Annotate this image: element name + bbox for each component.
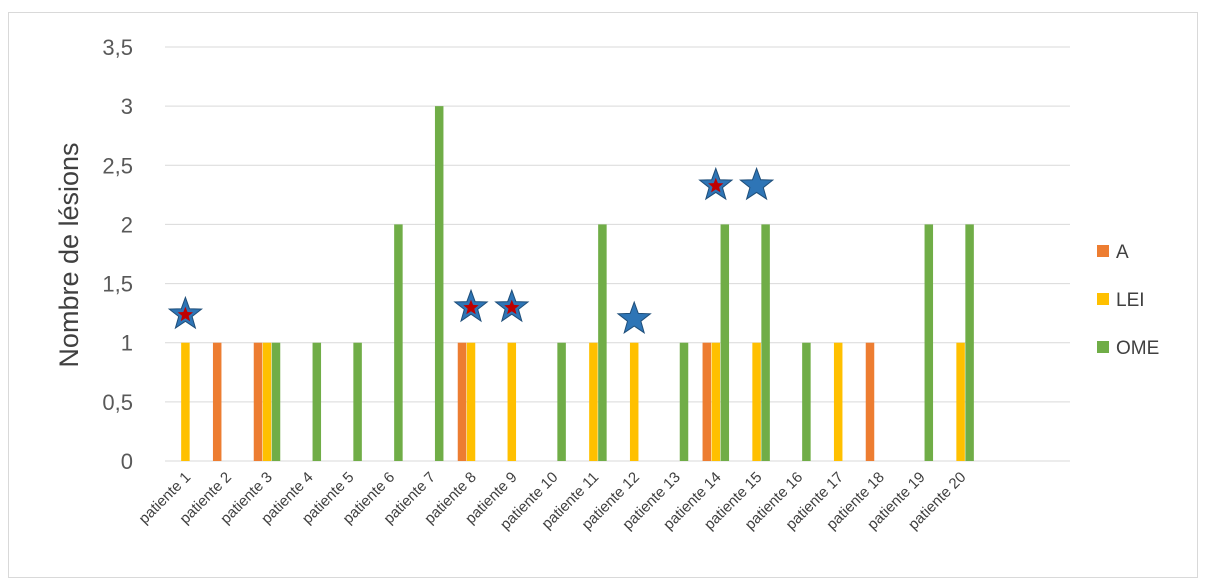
- legend-swatch-lei: [1097, 293, 1109, 305]
- bar-ome-7: [434, 106, 444, 462]
- star-center: [463, 299, 479, 315]
- bar-ome-16: [802, 342, 811, 461]
- bar-ome-14: [720, 224, 730, 461]
- star-center: [708, 177, 724, 193]
- legend-label-ome: OME: [1116, 338, 1159, 359]
- bar-ome-3: [271, 342, 281, 461]
- star-marker: [739, 166, 775, 201]
- y-tick-label: 2: [121, 212, 133, 237]
- bars: [181, 106, 974, 462]
- legend-swatch-ome: [1097, 341, 1109, 353]
- y-axis-ticks: 0 0,5 1 1,5 2 2,5 3 3,5: [102, 35, 133, 474]
- bar-lei-14: [711, 342, 721, 461]
- bar-lei-11: [589, 342, 598, 461]
- bar-ome-15: [761, 224, 770, 461]
- bar-ome-20: [965, 224, 974, 461]
- bar-ome-6: [394, 224, 403, 461]
- gridlines: [165, 46, 1070, 462]
- legend-label-lei: LEI: [1116, 290, 1145, 311]
- bar-lei-15: [752, 342, 761, 461]
- legend-label-a: A: [1116, 242, 1129, 263]
- bar-ome-19: [924, 224, 934, 461]
- star-center: [504, 299, 520, 315]
- bar-ome-4: [312, 342, 322, 461]
- y-tick-label: 3,5: [102, 35, 133, 60]
- y-tick-label: 0: [121, 449, 133, 474]
- bar-ome-5: [353, 342, 362, 461]
- y-tick-label: 1: [121, 331, 133, 356]
- y-tick-label: 3: [121, 94, 133, 119]
- bar-lei-8: [466, 342, 476, 461]
- bar-ome-11: [598, 224, 607, 461]
- bar-lei-12: [629, 342, 639, 461]
- y-axis-label: Nombre de lésions: [54, 142, 84, 367]
- bar-lei-17: [833, 342, 843, 461]
- bar-lei-3: [262, 342, 272, 461]
- bar-ome-10: [557, 342, 566, 461]
- bar-ome-13: [679, 342, 689, 461]
- bar-a-3: [253, 342, 263, 461]
- bar-lei-1: [181, 342, 190, 461]
- bar-a-18: [865, 342, 875, 461]
- star-marker: [616, 300, 652, 334]
- star-annotations: [167, 166, 775, 334]
- y-tick-label: 2,5: [102, 153, 133, 178]
- bar-lei-20: [956, 342, 965, 461]
- y-tick-label: 1,5: [102, 272, 133, 297]
- legend: A LEI OME: [1097, 242, 1159, 359]
- legend-swatch-a: [1097, 245, 1109, 257]
- bar-a-2: [212, 342, 222, 461]
- bar-a-8: [457, 342, 467, 461]
- bar-a-14: [702, 342, 712, 461]
- bar-lei-9: [507, 342, 517, 461]
- y-tick-label: 0,5: [102, 390, 133, 415]
- star-center: [177, 306, 193, 322]
